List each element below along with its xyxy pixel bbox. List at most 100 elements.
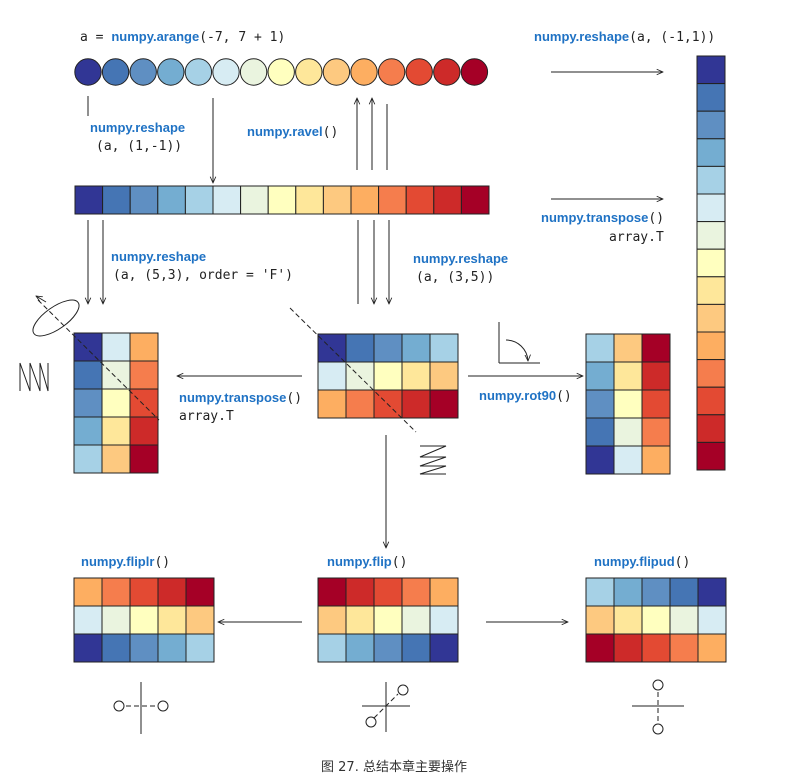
main-diagonal	[289, 307, 417, 433]
matrix-flip-cell	[429, 577, 459, 607]
matrix-reshape-f-cell	[129, 416, 159, 446]
row-vector-cell	[405, 185, 435, 215]
matrix-flipud-cell	[669, 633, 699, 663]
matrix-flip-cell	[429, 605, 459, 635]
row-vector-cell	[212, 185, 242, 215]
row-vector-cell	[184, 185, 214, 215]
matrix-3x5-cell	[429, 389, 459, 419]
matrix-flip	[317, 577, 459, 663]
matrix-rot90-cell	[585, 333, 615, 363]
fliplr-axis-icon	[113, 682, 169, 734]
matrix-rot90-cell	[641, 361, 671, 391]
arange-element-circle	[460, 58, 489, 86]
reshape-f-fn: numpy.reshape	[111, 249, 206, 264]
matrix-3x5-cell	[345, 333, 375, 363]
matrix-flipud-cell	[613, 577, 643, 607]
arange-element-circle	[157, 58, 185, 86]
matrix-3x5-cell	[401, 361, 431, 391]
row-vector	[74, 185, 490, 215]
matrix-flip-cell	[345, 633, 375, 663]
matrix-flipud-cell	[697, 605, 727, 635]
matrix-flipud-cell	[641, 633, 671, 663]
row-vector-cell	[378, 185, 407, 215]
matrix-reshape-f-cell	[101, 360, 131, 390]
matrix-flip-cell	[373, 577, 403, 607]
matrix-reshape-f-cell	[73, 332, 103, 362]
matrix-3x5-cell	[373, 333, 403, 363]
row-vector-cell	[240, 185, 269, 215]
matrix-fliplr-cell	[73, 577, 103, 607]
arrows	[88, 72, 663, 622]
flip-axis-icon	[362, 682, 410, 732]
flipud-axis-icon	[632, 679, 684, 735]
arange-element-circle	[101, 58, 130, 86]
row-vector-cell	[295, 185, 324, 215]
arange-label: a = numpy.arange(-7, 7 + 1)	[80, 29, 285, 45]
matrix-rot90-cell	[613, 445, 643, 475]
column-vector-cell	[696, 248, 726, 278]
matrix-rot90-cell	[641, 417, 671, 447]
matrix-3x5-cell	[401, 389, 431, 419]
matrix-3x5-cell	[317, 333, 347, 363]
matrix-fliplr-cell	[157, 633, 187, 663]
column-vector-cell	[696, 110, 726, 140]
column-vector-cell	[696, 193, 726, 223]
matrix-fliplr-cell	[185, 577, 215, 607]
arange-element-circle	[74, 58, 102, 86]
transpose-column-label: numpy.transpose()	[541, 210, 664, 226]
arange-element-circle	[405, 58, 433, 86]
matrix-flipud-cell	[697, 633, 727, 663]
matrix-flipud-cell	[669, 577, 699, 607]
matrix-fliplr-cell	[129, 577, 159, 607]
reshape-35-fn: numpy.reshape	[413, 251, 508, 266]
matrix-fliplr-cell	[101, 577, 131, 607]
matrix-flip-cell	[401, 633, 431, 663]
row-vector-cell	[74, 185, 104, 215]
matrix-fliplr	[73, 577, 215, 663]
matrix-flip-cell	[345, 577, 375, 607]
matrix-rot90-cell	[641, 389, 671, 419]
matrix-3x5-cell	[401, 333, 431, 363]
arange-element-circle	[377, 58, 406, 86]
flipud-label: numpy.flipud()	[594, 554, 690, 570]
arange-element-circle	[239, 58, 268, 86]
matrix-rot90-cell	[585, 361, 615, 391]
arange-element-circle	[129, 58, 157, 86]
matrix-fliplr-cell	[73, 605, 103, 635]
matrix-reshape-f-cell	[129, 444, 159, 474]
matrix-reshape-f-cell	[101, 444, 131, 474]
column-order-zigzag-icon	[19, 362, 49, 392]
rotation-angle-icon	[498, 322, 540, 364]
matrix-flip-cell	[401, 605, 431, 635]
reshape-f-args: (a, (5,3), order = 'F')	[113, 268, 293, 283]
matrix-flip-cell	[373, 605, 403, 635]
matrix-flipud-cell	[613, 605, 643, 635]
arange-element-circle	[322, 58, 351, 86]
matrix-flip-cell	[345, 605, 375, 635]
matrix-fliplr-cell	[73, 633, 103, 663]
row-vector-cell	[267, 185, 297, 215]
matrix-rot90-cell	[641, 445, 671, 475]
matrix-3x5	[317, 333, 459, 419]
transpose-matrix-alt: array.T	[179, 409, 234, 424]
matrix-rot90-cell	[613, 417, 643, 447]
matrix-3x5-cell	[345, 389, 375, 419]
reshape-row-fn: numpy.reshape	[90, 120, 185, 135]
row-vector-cell	[350, 185, 380, 215]
matrix-flipud-cell	[641, 577, 671, 607]
matrix-flipud-cell	[641, 605, 671, 635]
matrix-fliplr-cell	[185, 605, 215, 635]
matrix-rot90-cell	[585, 445, 615, 475]
matrix-flip-cell	[401, 577, 431, 607]
matrix-3x5-cell	[373, 361, 403, 391]
matrix-flipud-cell	[585, 605, 615, 635]
column-vector-cell	[696, 386, 726, 416]
rot90-label: numpy.rot90()	[479, 388, 572, 404]
matrix-reshape-f-cell	[73, 388, 103, 418]
matrix-fliplr-cell	[129, 605, 159, 635]
row-vector-cell	[157, 185, 186, 215]
arange-element-circle	[433, 58, 461, 86]
matrix-flipud-cell	[697, 577, 727, 607]
reshape-row-args: (a, (1,-1))	[96, 139, 182, 154]
